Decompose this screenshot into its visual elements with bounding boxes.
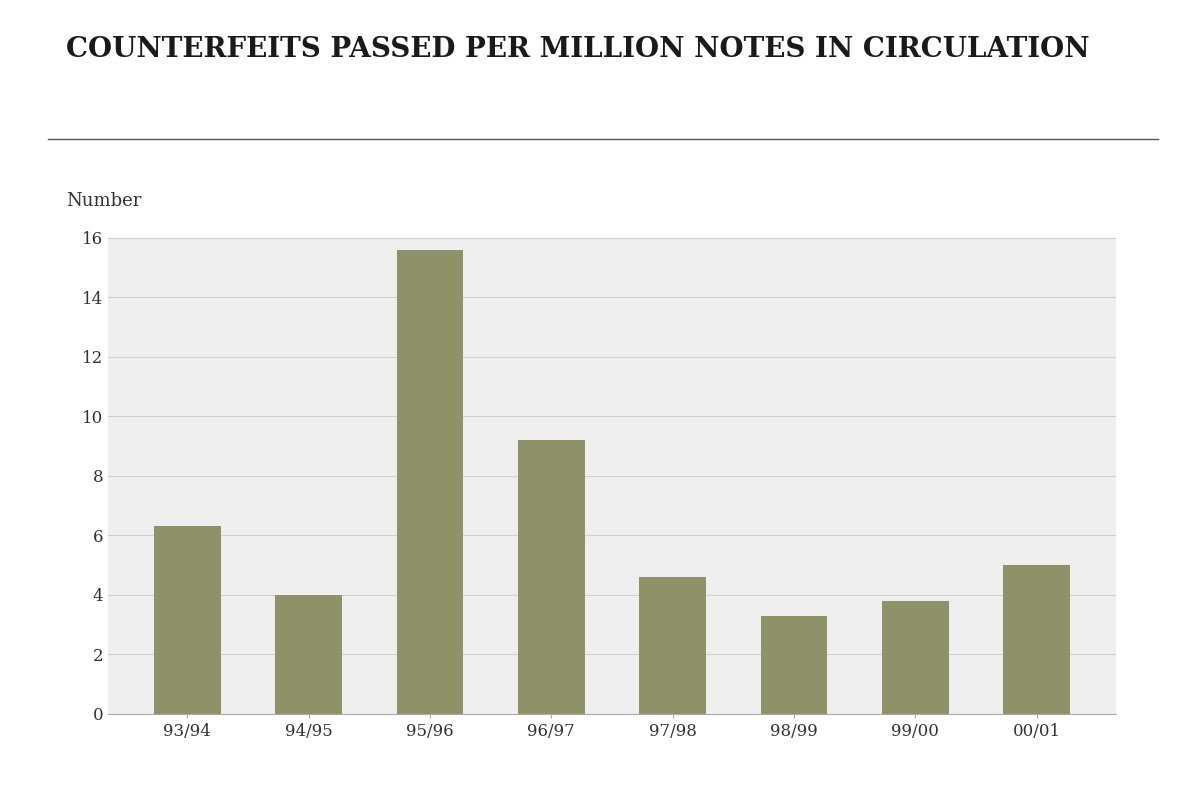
Bar [518, 440, 584, 714]
Bar [396, 250, 463, 714]
Text: COUNTERFEITS PASSED PER MILLION NOTES IN CIRCULATION: COUNTERFEITS PASSED PER MILLION NOTES IN… [66, 36, 1090, 63]
Bar [1003, 565, 1070, 714]
Text: Number: Number [66, 192, 142, 210]
Bar [640, 577, 706, 714]
Bar [154, 527, 221, 714]
Bar [882, 601, 949, 714]
Bar [275, 595, 342, 714]
Bar [761, 615, 828, 714]
